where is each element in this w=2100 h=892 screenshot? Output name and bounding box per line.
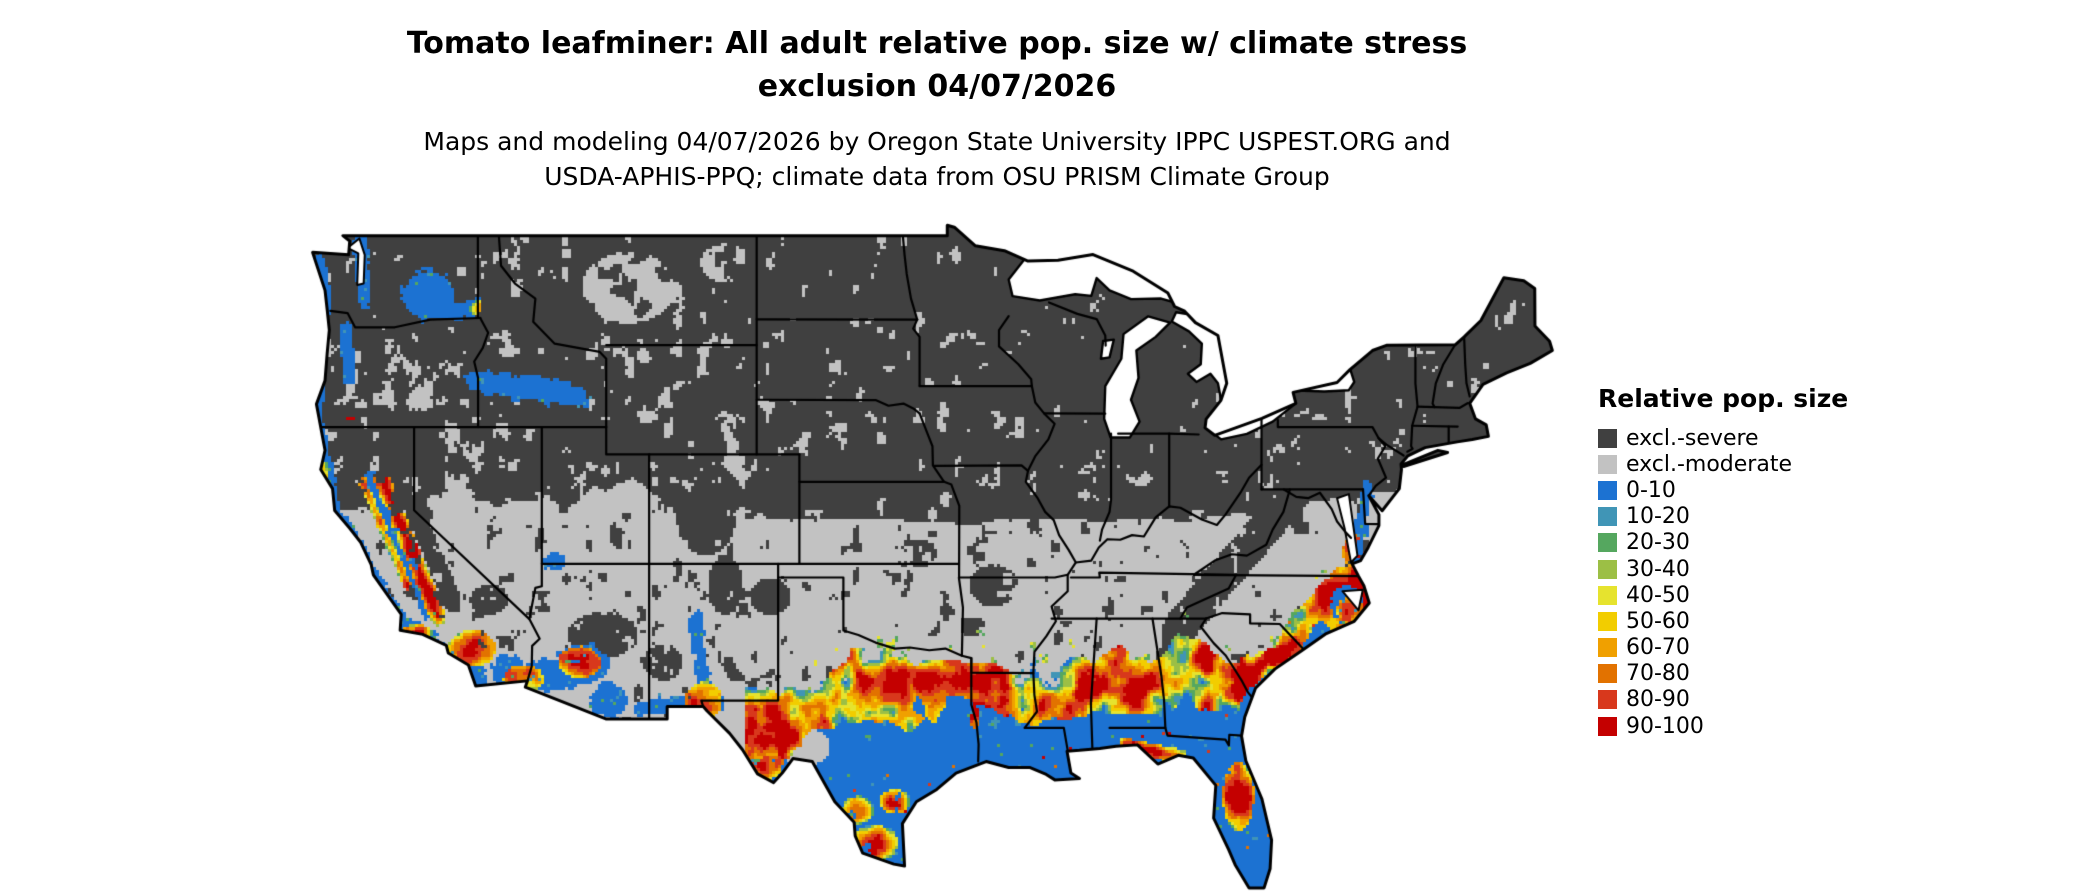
legend-swatch: [1598, 664, 1617, 684]
legend-swatch: [1598, 585, 1617, 605]
legend-label: 0-10: [1626, 477, 1676, 503]
legend-label: 80-90: [1626, 687, 1690, 713]
legend-item: 80-90: [1598, 687, 1848, 713]
legend-label: 50-60: [1626, 608, 1690, 634]
legend-title: Relative pop. size: [1598, 384, 1849, 413]
figure-title-line1: Tomato leafminer: All adult relative pop…: [406, 26, 1468, 61]
legend-item: 60-70: [1598, 635, 1848, 661]
legend-item: excl.-severe: [1598, 425, 1848, 451]
legend-swatch: [1598, 611, 1617, 631]
legend-item: 20-30: [1598, 530, 1848, 556]
legend-label: 90-100: [1626, 713, 1704, 739]
figure-title-line2: exclusion 04/07/2026: [757, 69, 1117, 104]
legend-label: 60-70: [1626, 635, 1690, 661]
legend-item: excl.-moderate: [1598, 451, 1848, 477]
legend-item: 70-80: [1598, 661, 1848, 687]
legend-swatch: [1598, 428, 1617, 448]
legend-label: excl.-moderate: [1626, 451, 1792, 477]
legend-swatch: [1598, 480, 1617, 500]
legend-swatch: [1598, 454, 1617, 474]
legend-item: 90-100: [1598, 713, 1848, 739]
legend-item: 0-10: [1598, 477, 1848, 503]
legend-label: 10-20: [1626, 504, 1690, 530]
figure-subtitle-line1: Maps and modeling 04/07/2026 by Oregon S…: [423, 127, 1451, 156]
legend-label: excl.-severe: [1626, 425, 1759, 451]
us-choropleth-map-canvas: [310, 222, 1556, 892]
legend-label: 20-30: [1626, 530, 1690, 556]
legend-label: 40-50: [1626, 582, 1690, 608]
legend-swatch: [1598, 533, 1617, 553]
legend-swatch: [1598, 638, 1617, 658]
figure-subtitle-line2: USDA-APHIS-PPQ; climate data from OSU PR…: [544, 162, 1330, 191]
legend-swatch: [1598, 716, 1617, 736]
legend-swatch: [1598, 559, 1617, 579]
legend-label: 70-80: [1626, 661, 1690, 687]
legend-swatch: [1598, 690, 1617, 710]
legend-label: 30-40: [1626, 556, 1690, 582]
legend-swatch: [1598, 507, 1617, 527]
legend-item: 50-60: [1598, 608, 1848, 634]
legend-item: 40-50: [1598, 582, 1848, 608]
legend-item: 30-40: [1598, 556, 1848, 582]
legend-items: excl.-severe excl.-moderate 0-10 10-20 20-30…: [1598, 425, 1848, 739]
legend-item: 10-20: [1598, 504, 1848, 530]
figure-subtitle: Maps and modeling 04/07/2026 by Oregon S…: [0, 124, 1874, 194]
legend: Relative pop. size excl.-severe excl.-mod…: [1598, 384, 1848, 739]
figure-title: Tomato leafminer: All adult relative pop…: [0, 22, 1874, 108]
